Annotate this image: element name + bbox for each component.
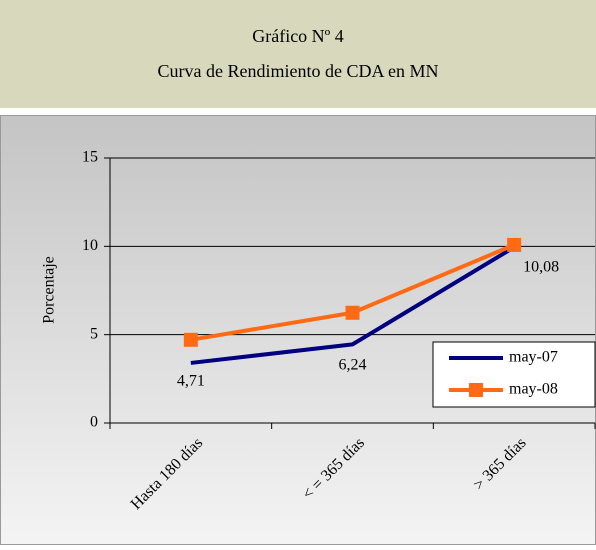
legend-marker xyxy=(469,383,483,397)
marker xyxy=(345,305,360,320)
legend-box xyxy=(432,341,596,408)
y-tick-label: 5 xyxy=(90,325,98,342)
chart-panel xyxy=(0,115,596,545)
y-tick-label: 10 xyxy=(82,237,98,254)
data-label: 6,24 xyxy=(339,356,367,373)
chart-subtitle: Curva de Rendimiento de CDA en MN xyxy=(158,61,439,81)
legend-label: may-07 xyxy=(509,349,558,366)
y-tick-label: 15 xyxy=(82,149,98,166)
header-box xyxy=(0,0,596,108)
data-label: 4,71 xyxy=(177,372,205,389)
data-label: 10,08 xyxy=(523,259,559,276)
y-tick-label: 0 xyxy=(90,414,98,431)
marker xyxy=(507,237,522,252)
legend-label: may-08 xyxy=(509,381,558,398)
line-series xyxy=(190,245,516,365)
chart-title: Gráfico Nº 4 xyxy=(252,26,344,46)
marker xyxy=(183,332,198,347)
y-axis-label: Porcentaje xyxy=(41,256,58,324)
